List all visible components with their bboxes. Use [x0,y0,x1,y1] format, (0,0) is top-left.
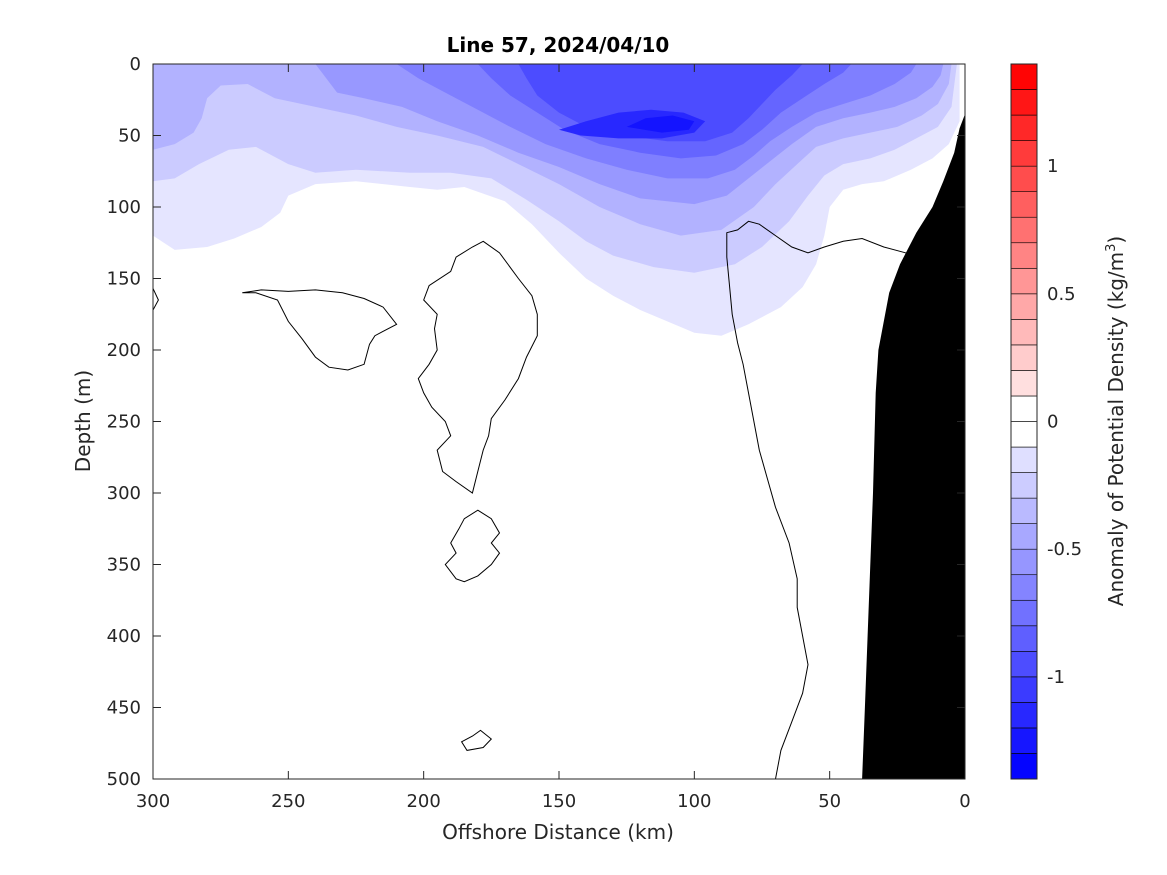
colorbar-level [1010,344,1038,371]
colorbar-level [1010,63,1038,90]
y-tick-label: 350 [107,555,141,576]
colorbar-tick-label: -0.5 [1047,539,1082,560]
x-tick-label: 250 [271,791,305,812]
zero-contour-small-eddy [460,729,493,751]
colorbar-label-main: Anomaly of Potential Density (kg/m [1104,252,1128,606]
colorbar-level [1010,651,1038,678]
colorbar-level [1010,242,1038,269]
colorbar-level [1010,753,1038,780]
colorbar-tick-label: 0.5 [1047,284,1076,305]
y-tick-label: 0 [130,54,141,75]
y-tick-label: 450 [107,698,141,719]
colorbar-level [1010,497,1038,524]
colorbar-level [1010,625,1038,652]
colorbar-tick-label: -1 [1047,667,1065,688]
zero-contour-slope [726,220,928,779]
chart-title: Line 57, 2024/04/10 [447,33,670,57]
colorbar-label: Anomaly of Potential Density (kg/m3) [1104,236,1128,606]
colorbar-level [1010,472,1038,499]
colorbar-level [1010,523,1038,550]
colorbar-frame [1010,63,1038,780]
y-tick-label: 250 [107,412,141,433]
colorbar-level [1010,114,1038,141]
colorbar-level [1010,421,1038,448]
colorbar-level [1010,702,1038,729]
colorbar-level [1010,165,1038,192]
bathymetry-layer [862,114,965,779]
x-tick-label: 200 [406,791,440,812]
colorbar-label-superscript: 3 [1104,244,1119,252]
y-tick-label: 500 [107,769,141,790]
colorbar-level [1010,370,1038,397]
x-axis: 300 250 200 150 100 50 0 [136,64,971,812]
x-tick-label: 0 [959,791,970,812]
colorbar-tick-label: 1 [1047,156,1058,177]
colorbar-tick-label: 0 [1047,412,1058,433]
zero-contours [153,220,928,779]
colorbar-level [1010,395,1038,422]
colorbar-level [1010,446,1038,473]
x-tick-label: 150 [542,791,576,812]
y-axis: 0 50 100 150 200 250 300 350 400 450 500 [107,54,965,790]
y-tick-label: 200 [107,340,141,361]
colorbar: -1 -0.5 0 0.5 1 [1010,63,1082,780]
y-tick-label: 50 [118,126,141,147]
colorbar-level [1010,216,1038,244]
y-tick-label: 150 [107,269,141,290]
colorbar-level [1010,191,1038,218]
x-tick-label: 50 [818,791,841,812]
zero-contour-west-eddy [242,289,398,371]
x-tick-label: 300 [136,791,170,812]
colorbar-level [1010,140,1038,167]
colorbar-level [1010,293,1038,320]
colorbar-level [1010,727,1038,754]
x-axis-label: Offshore Distance (km) [442,820,674,844]
colorbar-level [1010,548,1038,576]
colorbar-level [1010,319,1038,346]
zero-contour-central-tongue [417,240,538,494]
y-axis-label: Depth (m) [71,370,95,472]
colorbar-level [1010,574,1038,601]
colorbar-label-close: ) [1104,236,1128,244]
x-tick-label: 100 [677,791,711,812]
y-tick-label: 400 [107,626,141,647]
anomaly-fields [153,64,960,336]
colorbar-level [1010,89,1038,116]
zero-contour-far-edge [153,288,159,311]
plot-area [152,63,966,780]
seafloor-topography [862,114,965,779]
zero-contour-lower-eddy [444,509,501,583]
colorbar-level [1010,676,1038,703]
surface-anomaly-layer-9 [626,115,695,133]
colorbar-level [1010,599,1038,627]
y-tick-label: 300 [107,483,141,504]
colorbar-level [1010,267,1038,295]
y-tick-label: 100 [107,197,141,218]
